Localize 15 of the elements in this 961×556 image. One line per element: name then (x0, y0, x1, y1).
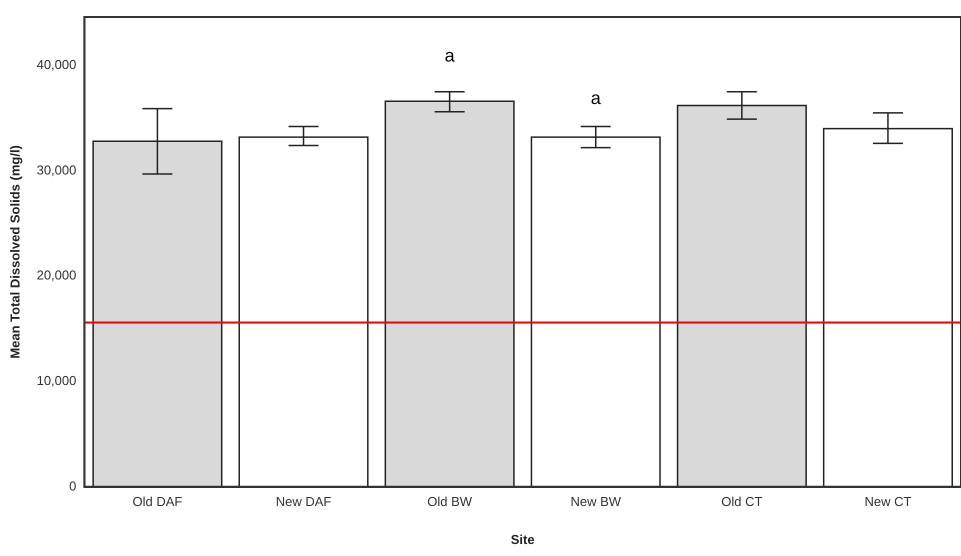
y-tick-label: 10,000 (36, 373, 76, 388)
x-tick-label: Old DAF (132, 494, 182, 510)
annotation: a (590, 88, 602, 108)
x-tick-label: New DAF (276, 494, 332, 510)
y-tick-label: 30,000 (36, 162, 76, 178)
x-tick-label: Old CT (721, 494, 762, 510)
annotation: a (444, 46, 456, 66)
y-axis-title: Mean Total Dissolved Solids (mg/l) (7, 145, 22, 359)
x-tick-label: Old BW (427, 494, 473, 510)
y-tick-label: 40,000 (36, 57, 76, 72)
x-tick-label: New CT (864, 494, 912, 510)
y-tick-label: 0 (69, 478, 76, 494)
x-axis-title: Site (510, 532, 535, 547)
y-tick-label: 20,000 (36, 268, 76, 283)
x-tick-label: New BW (570, 494, 622, 510)
